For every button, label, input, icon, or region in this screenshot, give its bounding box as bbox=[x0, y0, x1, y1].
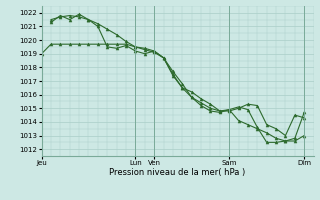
X-axis label: Pression niveau de la mer( hPa ): Pression niveau de la mer( hPa ) bbox=[109, 168, 246, 177]
